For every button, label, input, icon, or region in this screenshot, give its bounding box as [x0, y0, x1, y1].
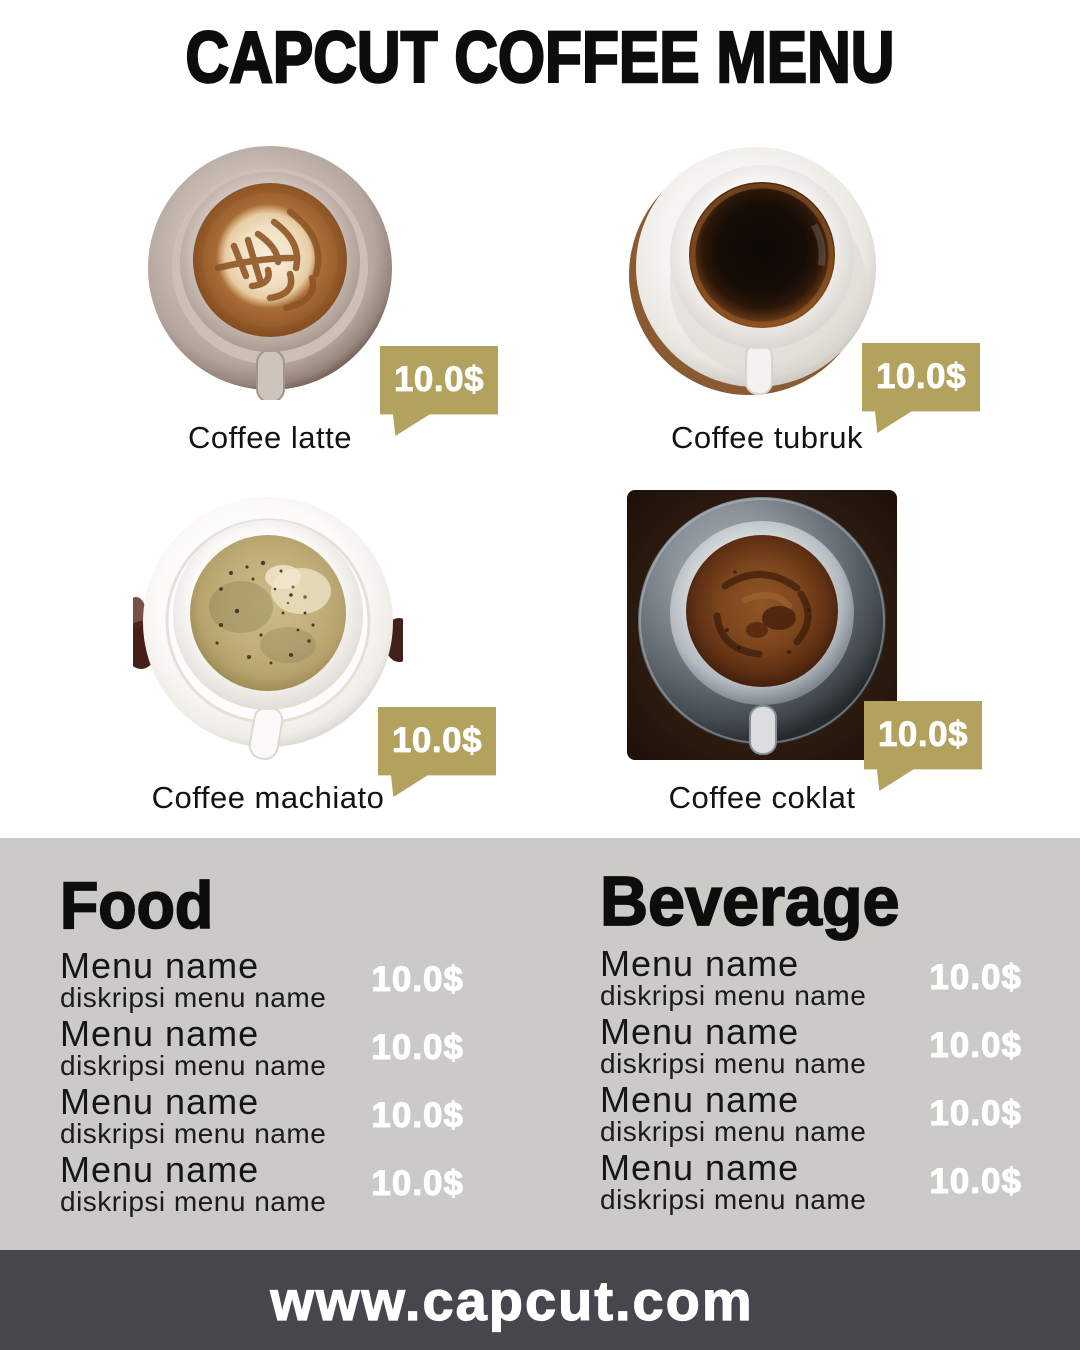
menu-item-desc: diskripsi menu name — [60, 1118, 327, 1149]
menu-row: Menu name diskripsi menu name 10.0$ — [600, 1150, 1024, 1214]
beverage-column: Beverage Menu name diskripsi menu name 1… — [599, 862, 1024, 1214]
menu-item-name: Menu name — [60, 1013, 260, 1054]
price-tag-latte: 10.0$ — [380, 346, 498, 436]
beverage-heading: Beverage — [599, 862, 900, 940]
price-bubble: 10.0$ — [862, 343, 980, 433]
price-tag-tubruk: 10.0$ — [862, 343, 980, 433]
menu-item-text: Menu name diskripsi menu name — [600, 1014, 866, 1078]
coffee-tubruk-photo — [622, 138, 887, 403]
coffee-machiato-photo — [133, 495, 403, 760]
price-bubble: 10.0$ — [864, 701, 982, 791]
menu-item-desc: diskripsi menu name — [60, 982, 327, 1013]
menu-item-name: Menu name — [60, 945, 260, 986]
price-value: 10.0$ — [393, 360, 485, 400]
menu-item-text: Menu name diskripsi menu name — [60, 1084, 326, 1148]
price-tag-coklat: 10.0$ — [864, 701, 982, 791]
menu-item-text: Menu name diskripsi menu name — [600, 1150, 866, 1214]
menu-item-name: Menu name — [600, 1147, 800, 1188]
menu-item-text: Menu name diskripsi menu name — [60, 1016, 326, 1080]
menu-item-price: 10.0$ — [929, 958, 1022, 998]
coffee-coklat-photo — [627, 490, 897, 760]
coffee-latte-photo — [140, 140, 400, 400]
food-rows: Menu name diskripsi menu name 10.0$ Menu… — [60, 948, 466, 1216]
menu-item-price: 10.0$ — [371, 1028, 464, 1068]
menu-item-name: Menu name — [60, 1081, 260, 1122]
menu-row: Menu name diskripsi menu name 10.0$ — [60, 948, 466, 1012]
menu-row: Menu name diskripsi menu name 10.0$ — [60, 1016, 466, 1080]
cup-label-tubruk: Coffee tubruk — [670, 420, 864, 455]
menu-item-desc: diskripsi menu name — [600, 1184, 867, 1215]
cup-label-machiato: Coffee machiato — [151, 780, 385, 815]
menu-item-desc: diskripsi menu name — [600, 1048, 867, 1079]
price-tag-machiato: 10.0$ — [378, 707, 496, 797]
price-value: 10.0$ — [877, 715, 969, 755]
price-value: 10.0$ — [391, 721, 483, 761]
menu-item-name: Menu name — [600, 943, 800, 984]
menu-item-price: 10.0$ — [371, 1164, 464, 1204]
cup-label-coklat: Coffee coklat — [668, 780, 856, 815]
menu-item-name: Menu name — [60, 1149, 260, 1190]
menu-row: Menu name diskripsi menu name 10.0$ — [600, 946, 1024, 1010]
food-column: Food Menu name diskripsi menu name 10.0$… — [59, 868, 466, 1216]
menu-item-text: Menu name diskripsi menu name — [600, 1082, 866, 1146]
menu-item-name: Menu name — [600, 1011, 800, 1052]
footer-bar: www.capcut.com — [0, 1250, 1080, 1350]
menu-row: Menu name diskripsi menu name 10.0$ — [600, 1014, 1024, 1078]
menu-item-text: Menu name diskripsi menu name — [600, 946, 866, 1010]
menu-row: Menu name diskripsi menu name 10.0$ — [60, 1084, 466, 1148]
page-title: CAPCUT COFFEE MENU — [184, 18, 895, 98]
cup-label-latte: Coffee latte — [188, 420, 352, 455]
menu-list-section: Food Menu name diskripsi menu name 10.0$… — [0, 838, 1080, 1250]
menu-item-price: 10.0$ — [371, 960, 464, 1000]
menu-row: Menu name diskripsi menu name 10.0$ — [60, 1152, 466, 1216]
food-heading: Food — [59, 868, 214, 942]
menu-item-price: 10.0$ — [371, 1096, 464, 1136]
menu-item-text: Menu name diskripsi menu name — [60, 948, 326, 1012]
beverage-rows: Menu name diskripsi menu name 10.0$ Menu… — [600, 946, 1024, 1214]
menu-item-name: Menu name — [600, 1079, 800, 1120]
menu-item-price: 10.0$ — [929, 1026, 1022, 1066]
menu-item-text: Menu name diskripsi menu name — [60, 1152, 326, 1216]
price-value: 10.0$ — [875, 357, 967, 397]
website-url: www.capcut.com — [270, 1268, 754, 1332]
menu-item-desc: diskripsi menu name — [60, 1186, 327, 1217]
menu-item-desc: diskripsi menu name — [600, 980, 867, 1011]
menu-item-desc: diskripsi menu name — [600, 1116, 867, 1147]
menu-row: Menu name diskripsi menu name 10.0$ — [600, 1082, 1024, 1146]
menu-item-desc: diskripsi menu name — [60, 1050, 327, 1081]
menu-item-price: 10.0$ — [929, 1094, 1022, 1134]
menu-item-price: 10.0$ — [929, 1162, 1022, 1202]
